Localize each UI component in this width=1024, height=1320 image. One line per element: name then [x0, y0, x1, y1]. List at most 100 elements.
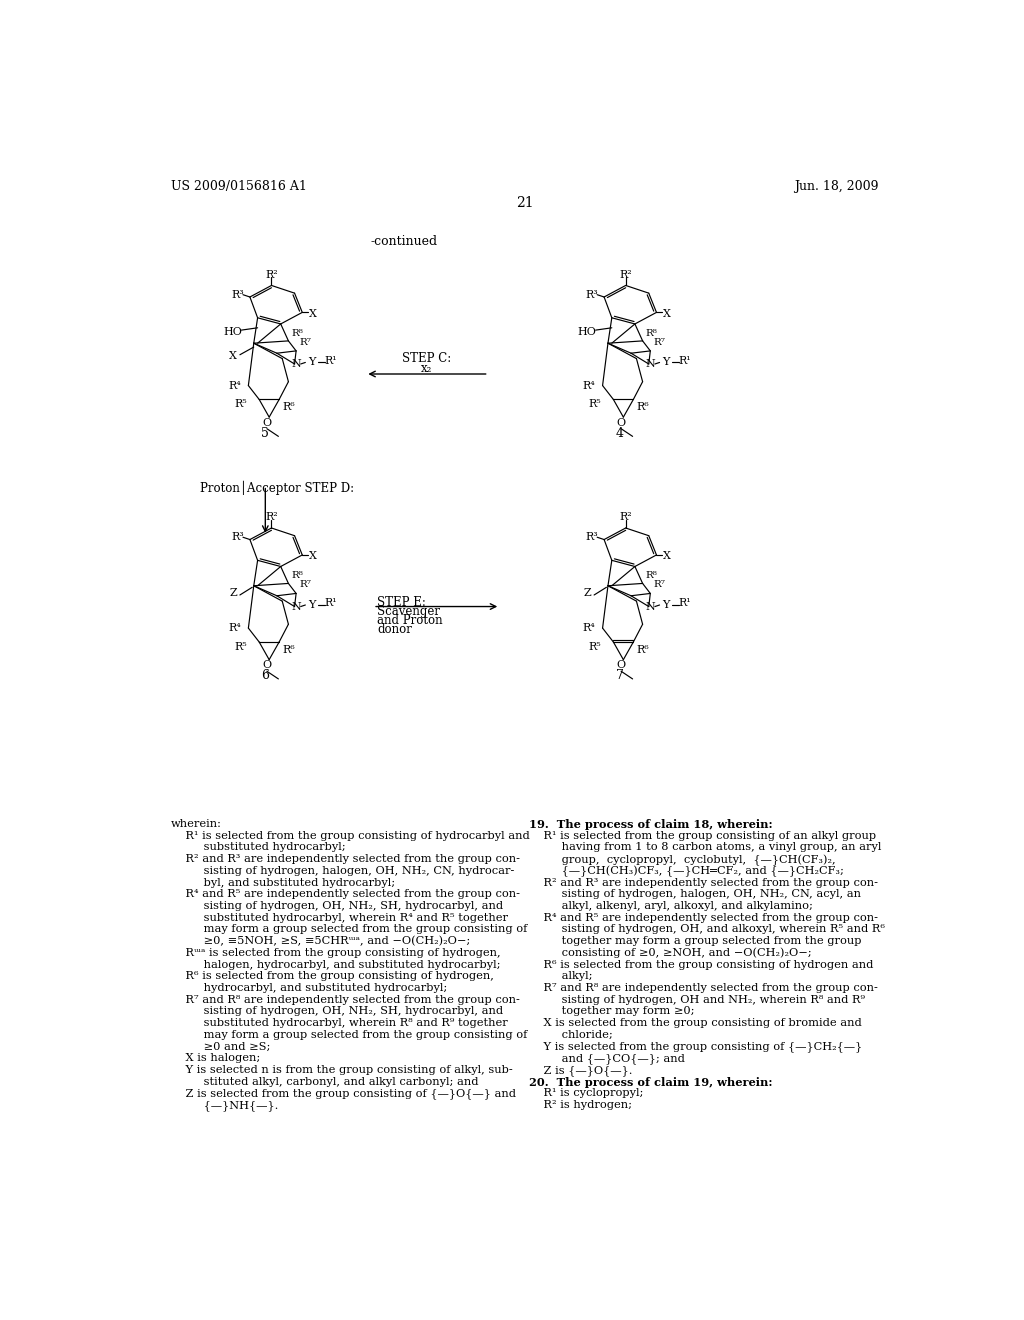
Text: R³: R³: [586, 289, 598, 300]
Text: R¹: R¹: [325, 598, 337, 609]
Text: Proton│Acceptor STEP D:: Proton│Acceptor STEP D:: [200, 480, 354, 495]
Text: X: X: [229, 351, 237, 362]
Text: Y: Y: [308, 601, 315, 610]
Text: Z is {—}O{—}.: Z is {—}O{—}.: [529, 1065, 633, 1076]
Text: 21: 21: [516, 197, 534, 210]
Text: and {—}CO{—}; and: and {—}CO{—}; and: [529, 1053, 685, 1064]
Text: R¹ is selected from the group consisting of hydrocarbyl and: R¹ is selected from the group consisting…: [171, 830, 529, 841]
Text: sisting of hydrogen, OH, NH₂, SH, hydrocarbyl, and: sisting of hydrogen, OH, NH₂, SH, hydroc…: [171, 1006, 503, 1016]
Text: chloride;: chloride;: [529, 1030, 613, 1040]
Text: {—}CH(CH₃)CF₃, {—}CH═CF₂, and {—}CH₂CF₃;: {—}CH(CH₃)CF₃, {—}CH═CF₂, and {—}CH₂CF₃;: [529, 866, 845, 878]
Text: R³: R³: [231, 289, 244, 300]
Text: US 2009/0156816 A1: US 2009/0156816 A1: [171, 180, 306, 193]
Text: R⁴ and R⁵ are independently selected from the group con-: R⁴ and R⁵ are independently selected fro…: [171, 890, 519, 899]
Text: R¹: R¹: [679, 598, 691, 609]
Text: 20.  The process of claim 19, wherein:: 20. The process of claim 19, wherein:: [529, 1077, 773, 1088]
Text: together may form ≥0;: together may form ≥0;: [529, 1006, 695, 1016]
Text: X is selected from the group consisting of bromide and: X is selected from the group consisting …: [529, 1018, 862, 1028]
Text: R⁵: R⁵: [234, 642, 247, 652]
Text: R⁵: R⁵: [589, 399, 601, 409]
Text: and Proton: and Proton: [377, 614, 442, 627]
Text: 19.  The process of claim 18, wherein:: 19. The process of claim 18, wherein:: [529, 818, 773, 830]
Text: R⁷ and R⁸ are independently selected from the group con-: R⁷ and R⁸ are independently selected fro…: [171, 995, 519, 1005]
Text: hydrocarbyl, and substituted hydrocarbyl;: hydrocarbyl, and substituted hydrocarbyl…: [171, 983, 446, 993]
Text: R⁴: R⁴: [583, 623, 595, 634]
Text: R⁸: R⁸: [646, 329, 657, 338]
Text: may form a group selected from the group consisting of: may form a group selected from the group…: [171, 924, 527, 935]
Text: 7: 7: [615, 669, 624, 682]
Text: may form a group selected from the group consisting of: may form a group selected from the group…: [171, 1030, 527, 1040]
Text: O: O: [616, 417, 626, 428]
Text: R⁶: R⁶: [282, 403, 295, 412]
Text: R⁵: R⁵: [234, 399, 247, 409]
Text: R¹ is selected from the group consisting of an alkyl group: R¹ is selected from the group consisting…: [529, 830, 877, 841]
Text: R⁷: R⁷: [653, 338, 666, 347]
Text: R² and R³ are independently selected from the group con-: R² and R³ are independently selected fro…: [529, 878, 879, 887]
Text: R⁷: R⁷: [653, 581, 666, 590]
Text: 6: 6: [261, 669, 269, 682]
Text: R³: R³: [586, 532, 598, 543]
Text: sisting of hydrogen, halogen, OH, NH₂, CN, acyl, an: sisting of hydrogen, halogen, OH, NH₂, C…: [529, 890, 861, 899]
Text: ≥0 and ≥S;: ≥0 and ≥S;: [171, 1041, 270, 1052]
Text: R⁶ is selected from the group consisting of hydrogen and: R⁶ is selected from the group consisting…: [529, 960, 873, 969]
Text: substituted hydrocarbyl, wherein R⁸ and R⁹ together: substituted hydrocarbyl, wherein R⁸ and …: [171, 1018, 507, 1028]
Text: R³: R³: [231, 532, 244, 543]
Text: R¹: R¹: [679, 356, 691, 366]
Text: x₂: x₂: [421, 362, 433, 375]
Text: HO: HO: [223, 326, 243, 337]
Text: R⁸: R⁸: [646, 572, 657, 581]
Text: sisting of hydrogen, OH and NH₂, wherein R⁸ and R⁹: sisting of hydrogen, OH and NH₂, wherein…: [529, 995, 865, 1005]
Text: O: O: [616, 660, 626, 671]
Text: R⁷ and R⁸ are independently selected from the group con-: R⁷ and R⁸ are independently selected fro…: [529, 983, 879, 993]
Text: halogen, hydrocarbyl, and substituted hydrocarbyl;: halogen, hydrocarbyl, and substituted hy…: [171, 960, 500, 969]
Text: Scavenger: Scavenger: [377, 605, 440, 618]
Text: Z: Z: [584, 589, 591, 598]
Text: Z is selected from the group consisting of {—}O{—} and: Z is selected from the group consisting …: [171, 1088, 516, 1100]
Text: stituted alkyl, carbonyl, and alkyl carbonyl; and: stituted alkyl, carbonyl, and alkyl carb…: [171, 1077, 478, 1086]
Text: R⁴ and R⁵ are independently selected from the group con-: R⁴ and R⁵ are independently selected fro…: [529, 912, 879, 923]
Text: ≥0, ≡5NOH, ≥S, ≡5CHRᵚᵃ, and −O(CH₂)₂O−;: ≥0, ≡5NOH, ≥S, ≡5CHRᵚᵃ, and −O(CH₂)₂O−;: [171, 936, 470, 946]
Text: R⁷: R⁷: [299, 581, 311, 590]
Text: R⁴: R⁴: [228, 623, 241, 634]
Text: sisting of hydrogen, OH, and alkoxyl, wherein R⁵ and R⁶: sisting of hydrogen, OH, and alkoxyl, wh…: [529, 924, 886, 935]
Text: R⁸: R⁸: [292, 329, 303, 338]
Text: O: O: [262, 417, 271, 428]
Text: sisting of hydrogen, OH, NH₂, SH, hydrocarbyl, and: sisting of hydrogen, OH, NH₂, SH, hydroc…: [171, 902, 503, 911]
Text: Y: Y: [663, 358, 670, 367]
Text: N: N: [645, 359, 655, 370]
Text: N: N: [291, 359, 301, 370]
Text: Rᵚᵃ is selected from the group consisting of hydrogen,: Rᵚᵃ is selected from the group consistin…: [171, 948, 501, 958]
Text: sisting of hydrogen, halogen, OH, NH₂, CN, hydrocar-: sisting of hydrogen, halogen, OH, NH₂, C…: [171, 866, 514, 876]
Text: Y is selected from the group consisting of {—}CH₂{—}: Y is selected from the group consisting …: [529, 1041, 862, 1052]
Text: -continued: -continued: [371, 235, 437, 248]
Text: group,  cyclopropyl,  cyclobutyl,  {—}CH(CF₃)₂,: group, cyclopropyl, cyclobutyl, {—}CH(CF…: [529, 854, 836, 866]
Text: R⁷: R⁷: [299, 338, 311, 347]
Text: R² and R³ are independently selected from the group con-: R² and R³ are independently selected fro…: [171, 854, 519, 865]
Text: R⁶: R⁶: [636, 403, 649, 412]
Text: substituted hydrocarbyl, wherein R⁴ and R⁵ together: substituted hydrocarbyl, wherein R⁴ and …: [171, 912, 508, 923]
Text: O: O: [262, 660, 271, 671]
Text: byl, and substituted hydrocarbyl;: byl, and substituted hydrocarbyl;: [171, 878, 394, 887]
Text: N: N: [645, 602, 655, 611]
Text: R¹: R¹: [325, 356, 337, 366]
Text: R⁶: R⁶: [636, 644, 649, 655]
Text: Y is selected n is from the group consisting of alkyl, sub-: Y is selected n is from the group consis…: [171, 1065, 512, 1074]
Text: Y: Y: [663, 601, 670, 610]
Text: R²: R²: [265, 269, 278, 280]
Text: 5: 5: [261, 426, 269, 440]
Text: R⁴: R⁴: [228, 380, 241, 391]
Text: Y: Y: [308, 358, 315, 367]
Text: R⁶ is selected from the group consisting of hydrogen,: R⁶ is selected from the group consisting…: [171, 972, 494, 981]
Text: X: X: [309, 309, 317, 319]
Text: R²: R²: [620, 512, 632, 523]
Text: R² is hydrogen;: R² is hydrogen;: [529, 1100, 633, 1110]
Text: STEP C:: STEP C:: [402, 352, 452, 366]
Text: N: N: [291, 602, 301, 611]
Text: wherein:: wherein:: [171, 818, 221, 829]
Text: having from 1 to 8 carbon atoms, a vinyl group, an aryl: having from 1 to 8 carbon atoms, a vinyl…: [529, 842, 882, 853]
Text: together may form a group selected from the group: together may form a group selected from …: [529, 936, 862, 946]
Text: donor: donor: [377, 623, 412, 636]
Text: STEP E:: STEP E:: [377, 595, 426, 609]
Text: R⁴: R⁴: [583, 380, 595, 391]
Text: R⁸: R⁸: [292, 572, 303, 581]
